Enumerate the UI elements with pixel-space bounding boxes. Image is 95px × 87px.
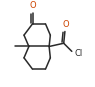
Text: O: O (29, 1, 36, 10)
Text: Cl: Cl (74, 49, 82, 58)
Text: O: O (63, 20, 69, 29)
